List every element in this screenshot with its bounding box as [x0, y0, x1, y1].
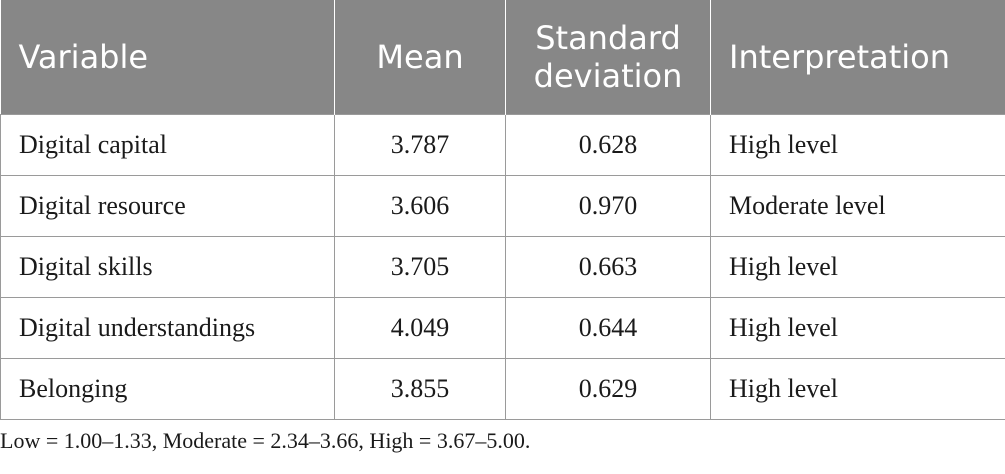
- table-row: Digital resource 3.606 0.970 Moderate le…: [0, 175, 1005, 237]
- cell-variable: Digital skills: [0, 236, 335, 298]
- table-body: Digital capital 3.787 0.628 High level D…: [0, 113, 1005, 420]
- cell-mean: 3.855: [334, 358, 506, 420]
- cell-interpretation: High level: [710, 113, 1005, 176]
- table-row: Digital capital 3.787 0.628 High level: [0, 113, 1005, 176]
- cell-mean: 3.606: [334, 175, 506, 237]
- table-row: Digital understandings 4.049 0.644 High …: [0, 297, 1005, 359]
- cell-interpretation: High level: [710, 358, 1005, 420]
- cell-mean: 3.705: [334, 236, 506, 298]
- table-footnote: Low = 1.00–1.33, Moderate = 2.34–3.66, H…: [0, 428, 531, 453]
- cell-mean: 3.787: [334, 113, 506, 176]
- table-row: Belonging 3.855 0.629 High level: [0, 358, 1005, 420]
- header-variable: Variable: [0, 0, 335, 114]
- cell-variable: Digital resource: [0, 175, 335, 237]
- statistics-table: Variable Mean Standard deviation Interpr…: [0, 0, 1005, 420]
- cell-variable: Digital capital: [0, 113, 335, 176]
- cell-variable: Digital understandings: [0, 297, 335, 359]
- header-mean: Mean: [334, 0, 506, 114]
- cell-standard-deviation: 0.629: [505, 358, 711, 420]
- cell-standard-deviation: 0.628: [505, 113, 711, 176]
- cell-standard-deviation: 0.644: [505, 297, 711, 359]
- cell-standard-deviation: 0.663: [505, 236, 711, 298]
- cell-interpretation: High level: [710, 297, 1005, 359]
- header-row: Variable Mean Standard deviation Interpr…: [0, 0, 1005, 114]
- header-standard-deviation: Standard deviation: [505, 0, 711, 114]
- cell-mean: 4.049: [334, 297, 506, 359]
- cell-interpretation: Moderate level: [710, 175, 1005, 237]
- statistics-table-container: Variable Mean Standard deviation Interpr…: [0, 0, 1005, 420]
- header-interpretation: Interpretation: [710, 0, 1005, 114]
- cell-interpretation: High level: [710, 236, 1005, 298]
- table-row: Digital skills 3.705 0.663 High level: [0, 236, 1005, 298]
- cell-standard-deviation: 0.970: [505, 175, 711, 237]
- table-header: Variable Mean Standard deviation Interpr…: [0, 0, 1005, 114]
- cell-variable: Belonging: [0, 358, 335, 420]
